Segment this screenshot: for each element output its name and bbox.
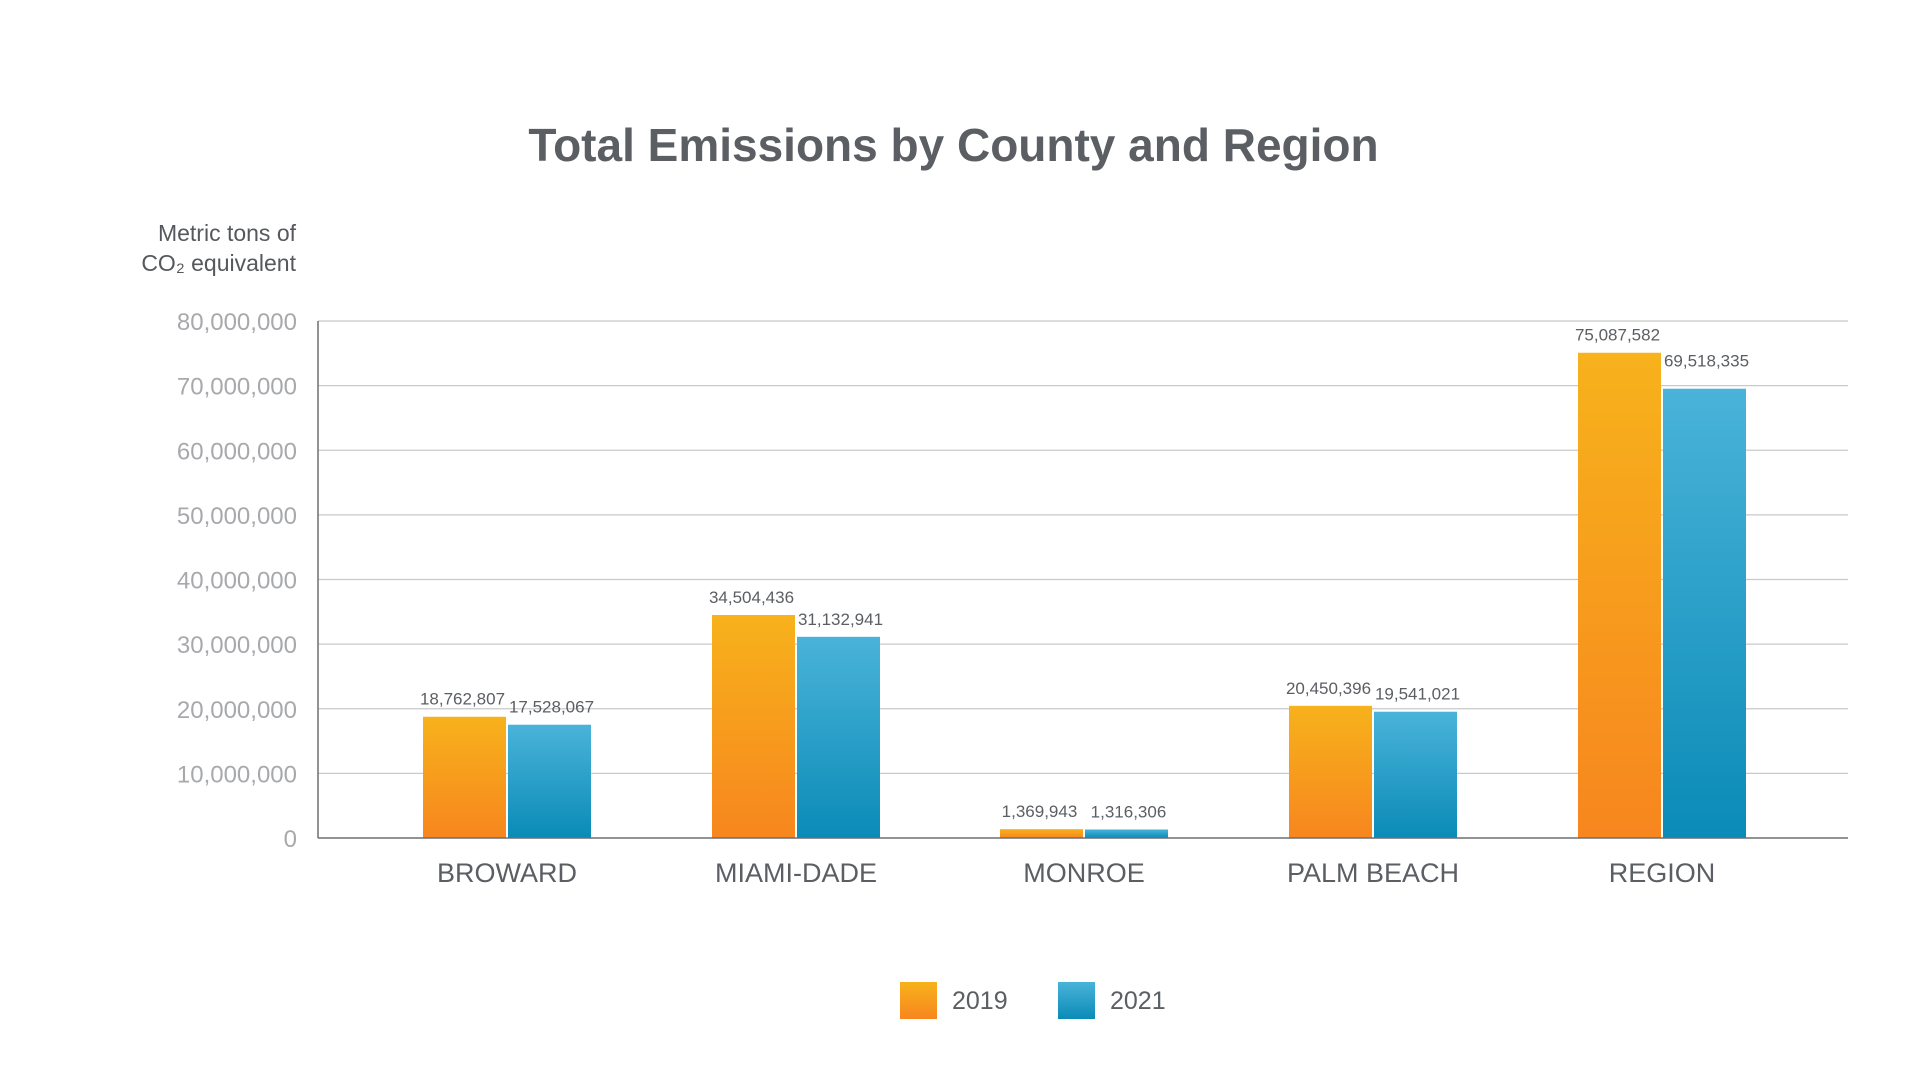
value-label: 18,762,807: [420, 690, 505, 709]
value-label: 69,518,335: [1664, 352, 1749, 371]
x-category-label: MONROE: [1023, 858, 1145, 888]
value-label: 1,369,943: [1002, 802, 1078, 821]
y-tick-label: 40,000,000: [177, 568, 297, 595]
value-label: 31,132,941: [798, 610, 883, 629]
value-label: 19,541,021: [1375, 685, 1460, 704]
x-category-label: REGION: [1609, 858, 1716, 888]
bar-miami-dade-2019: [712, 615, 795, 838]
value-label: 20,450,396: [1286, 679, 1371, 698]
bar-palm-beach-2021: [1374, 711, 1457, 838]
value-label: 34,504,436: [709, 588, 794, 607]
y-axis-label-line-1: Metric tons of: [157, 220, 296, 246]
bar-miami-dade-2021: [797, 636, 880, 838]
y-axis-label: Metric tons of CO₂ equivalent: [141, 218, 296, 278]
y-axis-ticks: 0 10,000,000 20,000,000 30,000,000 40,000,00…: [177, 309, 297, 853]
y-tick-label: 50,000,000: [177, 503, 297, 530]
y-tick-label: 30,000,000: [177, 632, 297, 659]
bar-region-2019: [1578, 352, 1661, 838]
y-tick-label: 20,000,000: [177, 697, 297, 724]
legend: 2019 2021: [900, 982, 1166, 1019]
x-category-label: MIAMI-DADE: [715, 858, 877, 888]
bar-broward-2021: [508, 724, 591, 838]
y-tick-label: 80,000,000: [177, 309, 297, 336]
axes: [317, 321, 1848, 839]
bars: [423, 352, 1746, 838]
bar-broward-2019: [423, 716, 506, 838]
x-category-label: PALM BEACH: [1287, 858, 1459, 888]
y-tick-label: 0: [284, 826, 297, 853]
y-axis-label-line-2: CO₂ equivalent: [141, 250, 296, 276]
bar-region-2021: [1663, 388, 1746, 838]
legend-swatch-2019: [900, 982, 937, 1019]
legend-label-2019: 2019: [952, 987, 1008, 1015]
y-tick-label: 70,000,000: [177, 374, 297, 401]
value-label: 1,316,306: [1091, 802, 1167, 821]
y-tick-label: 10,000,000: [177, 761, 297, 788]
x-category-label: BROWARD: [437, 858, 577, 888]
bar-palm-beach-2019: [1289, 705, 1372, 838]
legend-label-2021: 2021: [1110, 987, 1166, 1015]
value-label: 75,087,582: [1575, 326, 1660, 345]
y-tick-label: 60,000,000: [177, 438, 297, 465]
bar-monroe-2021: [1085, 829, 1168, 838]
bar-monroe-2019: [1000, 829, 1083, 838]
value-label: 17,528,067: [509, 698, 594, 717]
legend-swatch-2021: [1058, 982, 1095, 1019]
value-labels: 18,762,807 17,528,067 34,504,43631,132,941…: [420, 326, 1749, 822]
x-axis-categories: BROWARD MIAMI-DADE MONROE PALM BEACH REGION: [437, 858, 1715, 888]
chart-title: Total Emissions by County and Region: [528, 119, 1379, 171]
